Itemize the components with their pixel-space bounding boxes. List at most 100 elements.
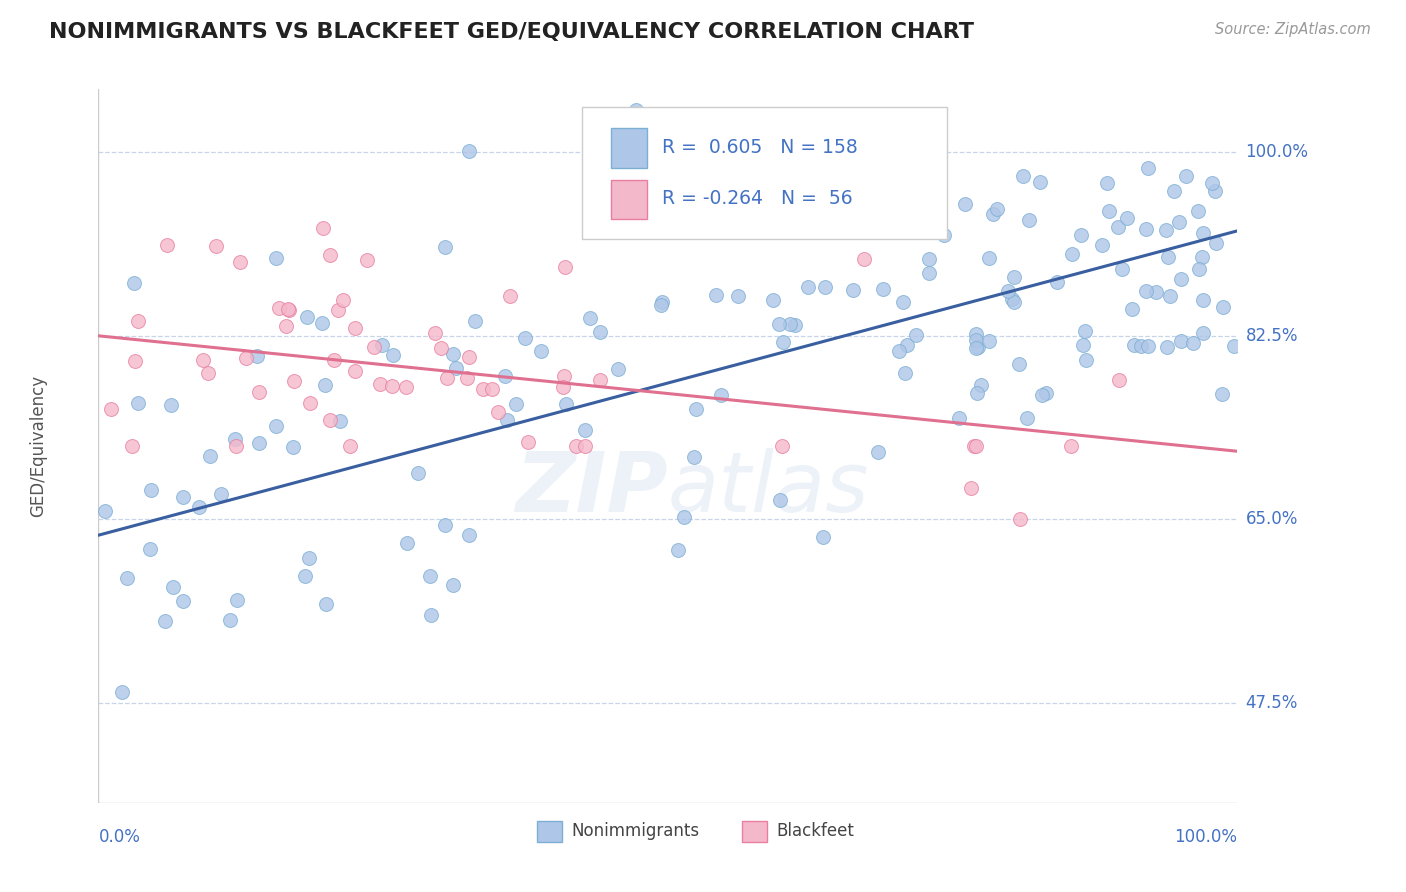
Point: [1191, 293, 1213, 307]
Point: [516, 435, 538, 450]
Point: [872, 281, 894, 295]
Point: [651, 294, 673, 309]
Point: [269, 301, 291, 316]
Point: [1017, 410, 1039, 425]
Point: [513, 331, 536, 345]
Point: [247, 385, 270, 400]
Text: 47.5%: 47.5%: [1246, 694, 1298, 712]
Point: [666, 542, 689, 557]
Point: [100, 401, 122, 416]
Point: [277, 301, 299, 316]
Point: [1135, 284, 1157, 298]
Point: [456, 371, 478, 385]
Point: [1187, 203, 1209, 218]
Bar: [612, 128, 647, 168]
Point: [1107, 220, 1129, 235]
Point: [1008, 512, 1031, 526]
Point: [579, 311, 602, 326]
Point: [762, 293, 785, 307]
Point: [141, 483, 163, 497]
Point: [299, 396, 322, 410]
Point: [811, 531, 834, 545]
Point: [446, 360, 468, 375]
Point: [419, 568, 441, 582]
Point: [842, 283, 865, 297]
Point: [770, 439, 793, 453]
Point: [1074, 324, 1097, 338]
Point: [1098, 204, 1121, 219]
Point: [785, 318, 807, 332]
Point: [1108, 373, 1130, 387]
Text: 100.0%: 100.0%: [1174, 828, 1237, 846]
Text: R =  0.605   N = 158: R = 0.605 N = 158: [662, 137, 858, 156]
Point: [904, 328, 927, 343]
Text: Nonimmigrants: Nonimmigrants: [571, 822, 699, 840]
Point: [395, 380, 418, 394]
Point: [979, 334, 1001, 348]
Point: [343, 320, 366, 334]
Text: Source: ZipAtlas.com: Source: ZipAtlas.com: [1215, 22, 1371, 37]
Point: [1223, 339, 1246, 353]
Point: [965, 333, 987, 347]
Point: [124, 353, 146, 368]
Point: [970, 378, 993, 392]
Point: [219, 613, 242, 627]
Point: [1129, 339, 1152, 353]
Point: [297, 310, 319, 324]
Point: [1135, 221, 1157, 235]
Text: 100.0%: 100.0%: [1246, 143, 1309, 161]
Point: [283, 374, 305, 388]
Point: [458, 350, 481, 364]
Point: [887, 213, 910, 227]
Point: [434, 240, 457, 254]
Point: [900, 192, 922, 206]
Point: [441, 347, 464, 361]
Point: [314, 377, 336, 392]
Point: [893, 294, 915, 309]
Point: [264, 419, 287, 434]
Point: [898, 205, 921, 219]
Point: [727, 289, 749, 303]
Point: [1174, 169, 1197, 183]
Point: [986, 202, 1008, 216]
Point: [554, 396, 576, 410]
Point: [1060, 439, 1083, 453]
Point: [965, 326, 987, 341]
Point: [396, 535, 419, 549]
Point: [193, 352, 215, 367]
Point: [246, 349, 269, 363]
Point: [772, 334, 794, 349]
Point: [294, 569, 316, 583]
Point: [433, 517, 456, 532]
Point: [224, 432, 246, 446]
Point: [997, 285, 1019, 299]
Text: 65.0%: 65.0%: [1246, 510, 1298, 528]
Point: [887, 344, 910, 359]
Point: [197, 366, 219, 380]
Point: [1191, 326, 1213, 341]
Point: [1191, 250, 1213, 264]
Point: [494, 369, 516, 384]
Point: [965, 439, 987, 453]
Point: [1205, 235, 1227, 250]
Text: R = -0.264   N =  56: R = -0.264 N = 56: [662, 189, 853, 208]
Bar: [537, 821, 562, 842]
Point: [408, 466, 430, 480]
Point: [153, 615, 176, 629]
Bar: [612, 180, 647, 219]
Point: [706, 288, 728, 302]
Point: [1121, 301, 1143, 316]
FancyBboxPatch shape: [582, 107, 946, 239]
Point: [1192, 226, 1215, 240]
Point: [965, 341, 987, 355]
Point: [425, 326, 447, 340]
Point: [1029, 176, 1052, 190]
Point: [505, 397, 527, 411]
Point: [117, 571, 139, 585]
Point: [1168, 215, 1191, 229]
Point: [1159, 289, 1181, 303]
Point: [551, 380, 574, 394]
Point: [499, 289, 522, 303]
Point: [172, 594, 194, 608]
Point: [472, 382, 495, 396]
